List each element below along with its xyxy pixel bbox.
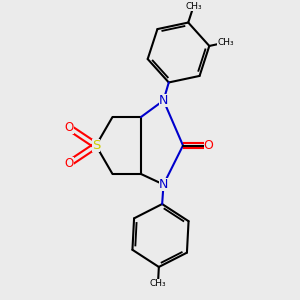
Text: O: O [64, 121, 74, 134]
Text: O: O [204, 139, 213, 152]
Text: CH₃: CH₃ [150, 279, 166, 288]
Text: CH₃: CH₃ [185, 2, 202, 11]
Text: CH₃: CH₃ [217, 38, 234, 47]
Text: N: N [159, 94, 168, 107]
Text: S: S [92, 139, 100, 152]
Text: O: O [64, 157, 74, 170]
Text: N: N [159, 178, 168, 191]
